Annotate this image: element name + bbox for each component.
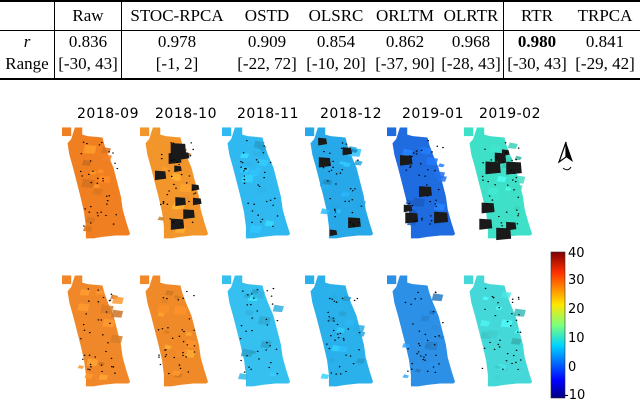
month-label-6: 2019-02 — [479, 106, 541, 122]
row-label-r: r — [23, 32, 31, 51]
colorbar-tick-40: 40 — [568, 246, 585, 261]
col-header-ostd: OSTD — [244, 6, 290, 25]
month-label-2: 2018-10 — [155, 106, 217, 122]
map-panel-r2-c4 — [305, 275, 374, 387]
colorbar-tick-30: 30 — [568, 273, 585, 288]
cell-range-stoc-rpca: [-1, 2] — [155, 54, 199, 73]
cell-range-trpca: [-29, 42] — [575, 54, 635, 73]
cell-r-raw: 0.836 — [68, 32, 108, 51]
month-label-3: 2018-11 — [237, 106, 299, 122]
col-header-orltm: ORLTM — [376, 6, 434, 25]
cell-range-orltm: [-37, 90] — [375, 54, 435, 73]
col-header-olsrc: OLSRC — [308, 6, 364, 25]
map-panel-r1-c2 — [140, 127, 209, 239]
table-divider-raw — [121, 0, 122, 80]
map-panel-r1-c6 — [464, 127, 533, 241]
col-header-olrtr: OLRTR — [443, 6, 499, 25]
cell-range-olsrc: [-10, 20] — [306, 54, 366, 73]
cell-range-olrtr: [-28, 43] — [441, 54, 501, 73]
col-header-trpca: TRPCA — [577, 6, 633, 25]
colorbar-tick-10: 10 — [568, 331, 585, 346]
map-grid — [62, 127, 573, 399]
map-panels — [62, 127, 533, 387]
map-figure: 2018-09 2018-10 2018-11 2018-12 2019-01 … — [0, 96, 640, 406]
colorbar-tick-0: 0 — [568, 360, 577, 375]
cell-range-rtr: [-30, 43] — [507, 54, 567, 73]
col-header-raw: Raw — [72, 6, 104, 25]
cell-r-olrtr: 0.968 — [451, 32, 491, 51]
cell-r-rtr: 0.980 — [517, 32, 557, 51]
map-panel-r1-c4 — [305, 127, 374, 239]
map-panel-r2-c6 — [464, 275, 533, 387]
cell-range-ostd: [-22, 72] — [237, 54, 297, 73]
map-panel-r1-c1 — [62, 127, 131, 239]
col-header-stoc-rpca: STOC-RPCA — [130, 6, 224, 25]
colorbar-tick-minus-10: -10 — [564, 388, 586, 403]
month-label-1: 2018-09 — [77, 106, 139, 122]
map-panel-r2-c5 — [387, 275, 456, 387]
colorbar — [550, 251, 566, 399]
map-panel-r1-c3 — [222, 127, 291, 239]
north-arrow-icon — [557, 141, 573, 171]
col-header-rtr: RTR — [520, 6, 554, 25]
table-divider-label — [54, 0, 55, 80]
month-label-4: 2018-12 — [320, 106, 382, 122]
cell-r-trpca: 0.841 — [585, 32, 625, 51]
table-divider-olrtr — [503, 0, 504, 80]
cell-range-raw: [-30, 43] — [58, 54, 118, 73]
table-bottom-rule — [0, 78, 640, 80]
cell-r-orltm: 0.862 — [385, 32, 425, 51]
cell-r-olsrc: 0.854 — [316, 32, 356, 51]
map-panel-r2-c2 — [140, 275, 209, 387]
table-top-rule — [0, 0, 640, 2]
map-panel-r2-c1 — [62, 275, 131, 387]
map-panel-r1-c5 — [387, 127, 456, 239]
table-header-rule — [0, 30, 640, 31]
colorbar-tick-20: 20 — [568, 302, 585, 317]
results-table: Raw STOC-RPCA OSTD OLSRC ORLTM OLRTR RTR… — [0, 0, 640, 80]
cell-r-ostd: 0.909 — [247, 32, 287, 51]
map-panel-r2-c3 — [222, 275, 291, 387]
row-label-range: Range — [5, 54, 49, 73]
month-label-5: 2019-01 — [402, 106, 464, 122]
cell-r-stoc-rpca: 0.978 — [157, 32, 197, 51]
